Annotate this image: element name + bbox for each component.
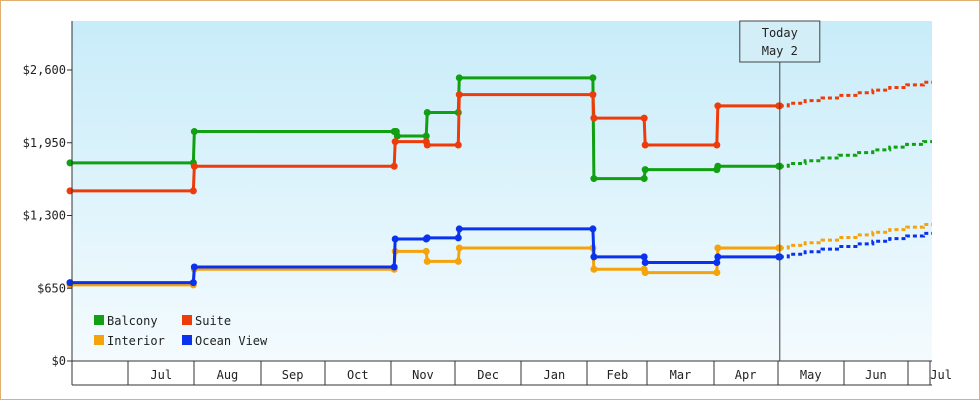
plot-area xyxy=(72,21,932,361)
data-point xyxy=(714,102,722,110)
x-tick-label: Jul xyxy=(930,368,952,382)
data-point xyxy=(714,244,722,252)
data-point xyxy=(455,225,463,233)
data-point xyxy=(455,244,463,252)
y-tick-label: $1,950 xyxy=(23,136,66,150)
data-point xyxy=(590,114,598,122)
today-date: May 2 xyxy=(762,44,798,58)
x-tick-label: May xyxy=(800,368,822,382)
y-tick-label: $1,300 xyxy=(23,209,66,223)
data-point xyxy=(590,175,598,183)
forecast-line xyxy=(779,80,932,108)
legend-label: Suite xyxy=(195,314,231,328)
data-point xyxy=(641,259,649,267)
data-point xyxy=(423,234,431,242)
x-tick-label: Jun xyxy=(865,368,887,382)
legend-swatch xyxy=(94,335,104,345)
data-point xyxy=(713,141,721,149)
data-point xyxy=(640,253,648,261)
y-tick-label: $650 xyxy=(37,281,66,295)
x-tick-label: Dec xyxy=(477,368,499,382)
data-point xyxy=(189,187,197,195)
y-tick-label: $2,600 xyxy=(23,63,66,77)
data-point xyxy=(422,247,430,255)
data-point xyxy=(640,175,648,183)
x-tick-label: Jan xyxy=(544,368,566,382)
x-tick-label: Apr xyxy=(735,368,757,382)
legend-label: Ocean View xyxy=(195,334,268,348)
x-tick-label: Aug xyxy=(217,368,239,382)
data-point xyxy=(640,114,648,122)
data-point xyxy=(422,132,430,140)
data-point xyxy=(714,253,722,261)
legend-swatch xyxy=(182,315,192,325)
x-tick-label: Oct xyxy=(347,368,369,382)
forecast-line xyxy=(779,231,932,259)
data-point xyxy=(641,269,649,277)
legend-label: Balcony xyxy=(107,314,158,328)
data-point xyxy=(393,132,401,140)
data-point xyxy=(455,91,463,99)
data-point xyxy=(190,263,198,271)
today-box xyxy=(739,20,821,63)
data-point xyxy=(390,162,398,170)
data-point xyxy=(391,138,399,146)
data-point xyxy=(189,279,197,287)
data-point xyxy=(423,109,431,117)
data-point xyxy=(589,74,597,82)
data-point xyxy=(641,141,649,149)
x-tick-label: Nov xyxy=(412,368,434,382)
data-point xyxy=(713,269,721,277)
data-point xyxy=(390,263,398,271)
forecast-line xyxy=(779,140,932,168)
legend-swatch xyxy=(182,335,192,345)
data-point xyxy=(454,257,462,265)
data-point xyxy=(455,74,463,82)
data-point xyxy=(190,162,198,170)
data-point xyxy=(589,91,597,99)
data-point xyxy=(423,257,431,265)
data-point xyxy=(590,253,598,261)
data-point xyxy=(641,166,649,174)
data-point xyxy=(590,265,598,273)
data-point xyxy=(423,141,431,149)
x-tick-label: Sep xyxy=(282,368,304,382)
data-point xyxy=(391,235,399,243)
today-label: Today xyxy=(762,26,798,40)
legend-label: Interior xyxy=(107,334,165,348)
x-tick-label: Mar xyxy=(670,368,692,382)
x-tick-label: Jul xyxy=(150,368,172,382)
legend-swatch xyxy=(94,315,104,325)
forecast-line xyxy=(779,222,932,250)
x-tick-label: Feb xyxy=(607,368,629,382)
data-point xyxy=(713,259,721,267)
y-tick-label: $0 xyxy=(52,354,66,368)
data-point xyxy=(190,128,198,136)
data-point xyxy=(589,225,597,233)
data-point xyxy=(714,162,722,170)
data-point xyxy=(454,234,462,242)
data-point xyxy=(454,141,462,149)
